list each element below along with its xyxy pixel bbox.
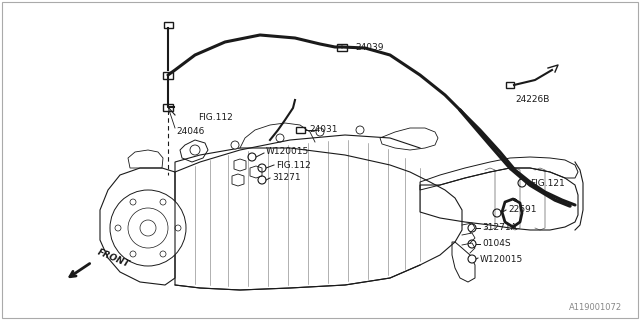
Text: 31271A: 31271A bbox=[482, 223, 516, 233]
Bar bbox=[163, 22, 173, 28]
Circle shape bbox=[258, 176, 266, 184]
Circle shape bbox=[468, 224, 476, 232]
Bar bbox=[506, 82, 514, 88]
Bar bbox=[163, 71, 173, 78]
Text: 31271: 31271 bbox=[272, 173, 301, 182]
Circle shape bbox=[175, 225, 181, 231]
Circle shape bbox=[316, 128, 324, 136]
Circle shape bbox=[231, 141, 239, 149]
Text: W120015: W120015 bbox=[266, 148, 309, 156]
Text: 0104S: 0104S bbox=[482, 239, 511, 249]
Circle shape bbox=[190, 145, 200, 155]
Bar bbox=[163, 103, 173, 110]
Circle shape bbox=[356, 126, 364, 134]
Text: FIG.112: FIG.112 bbox=[198, 114, 233, 123]
Text: 22691: 22691 bbox=[508, 205, 536, 214]
Text: A119001072: A119001072 bbox=[569, 303, 622, 312]
Circle shape bbox=[110, 190, 186, 266]
Circle shape bbox=[128, 208, 168, 248]
Circle shape bbox=[115, 225, 121, 231]
Circle shape bbox=[468, 255, 476, 263]
Circle shape bbox=[276, 134, 284, 142]
Circle shape bbox=[130, 199, 136, 205]
Bar bbox=[296, 127, 305, 133]
Circle shape bbox=[140, 220, 156, 236]
Text: 24031: 24031 bbox=[309, 125, 337, 134]
Circle shape bbox=[160, 251, 166, 257]
Circle shape bbox=[248, 153, 256, 161]
Text: 24226B: 24226B bbox=[515, 95, 549, 105]
Text: FIG.112: FIG.112 bbox=[276, 161, 311, 170]
Bar bbox=[337, 44, 347, 51]
Circle shape bbox=[493, 209, 501, 217]
Circle shape bbox=[518, 179, 526, 187]
Text: FRONT: FRONT bbox=[96, 247, 131, 269]
Circle shape bbox=[160, 199, 166, 205]
Text: FIG.121: FIG.121 bbox=[530, 179, 564, 188]
Text: 24046: 24046 bbox=[176, 127, 204, 137]
Circle shape bbox=[468, 240, 476, 248]
Text: W120015: W120015 bbox=[480, 254, 524, 263]
Text: 24039: 24039 bbox=[355, 43, 383, 52]
Circle shape bbox=[130, 251, 136, 257]
Circle shape bbox=[258, 164, 266, 172]
